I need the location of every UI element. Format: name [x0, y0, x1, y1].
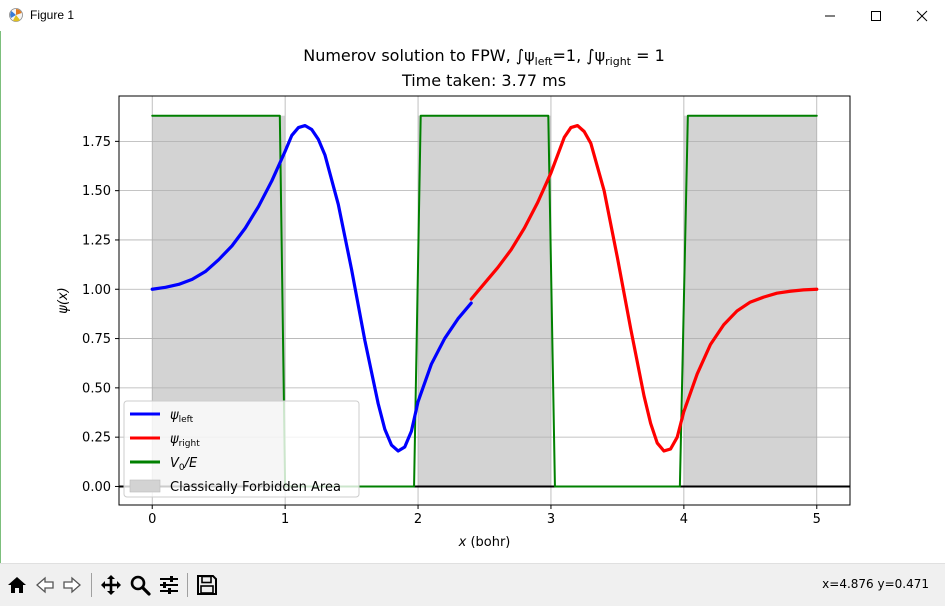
legend-label: ψleft	[170, 408, 194, 425]
maximize-icon	[871, 10, 881, 21]
move-icon	[101, 575, 121, 595]
legend-entry: Classically Forbidden Area	[129, 479, 341, 495]
y-tick-labels: 0.00 0.25 0.50 0.75 1.00 1.25 1.50 1.75	[82, 135, 111, 495]
legend-entry: V0/E	[130, 456, 198, 473]
zoom-icon	[130, 575, 151, 596]
y-tick-label: 0.25	[82, 431, 111, 446]
minimize-icon	[825, 15, 835, 16]
window-titlebar: Figure 1	[0, 0, 945, 31]
close-icon	[916, 10, 928, 21]
forward-arrow-icon	[63, 576, 81, 594]
legend-swatch	[129, 479, 161, 493]
minimize-button[interactable]	[807, 0, 853, 31]
y-tick-label: 1.50	[82, 184, 111, 199]
x-tick-labels: 0 1 2 3 4 5	[148, 512, 821, 527]
v0-over-e-line	[151, 114, 818, 488]
x-tick-label: 2	[414, 512, 422, 527]
x-tick-label: 3	[547, 512, 555, 527]
y-tick-label: 0.50	[82, 381, 111, 396]
close-button[interactable]	[899, 0, 945, 31]
legend-label: ψright	[170, 432, 200, 449]
zoom-button[interactable]	[126, 571, 154, 599]
save-button[interactable]	[193, 571, 221, 599]
sliders-icon	[160, 576, 178, 594]
legend-entry: ψright	[130, 432, 200, 449]
pan-button[interactable]	[97, 571, 125, 599]
y-tick-label: 1.75	[82, 135, 111, 150]
forbidden-region	[418, 115, 551, 487]
axes-frame	[115, 95, 851, 509]
legend-label: Classically Forbidden Area	[170, 480, 341, 495]
back-button[interactable]	[31, 571, 59, 599]
save-icon	[197, 575, 217, 595]
matplotlib-figure-icon	[9, 8, 23, 22]
chart-title-line2: Time taken: 3.77 ms	[401, 71, 566, 90]
home-icon	[8, 577, 26, 593]
chart-title-line1: Numerov solution to FPW, ∫ψleft=1, ∫ψrig…	[303, 46, 665, 68]
x-tick-label: 4	[680, 512, 688, 527]
psi-left-line	[150, 123, 473, 453]
toolbar-separator	[91, 573, 92, 597]
x-tick-label: 0	[148, 512, 156, 527]
legend-entry: ψleft	[130, 408, 194, 425]
toolbar-separator	[187, 573, 188, 597]
legend-box	[123, 400, 360, 498]
legend: ψleft ψright V0/E Classically Forbidden Are…	[123, 400, 360, 498]
figure-canvas[interactable]: Numerov solution to FPW, ∫ψleft=1, ∫ψrig…	[0, 31, 945, 563]
chart-title: Numerov solution to FPW, ∫ψleft=1, ∫ψrig…	[303, 46, 665, 90]
axes-border	[118, 95, 851, 506]
psi-right-line	[469, 123, 819, 453]
window-title: Figure 1	[30, 8, 75, 22]
maximize-button[interactable]	[853, 0, 899, 31]
y-tick-label: 0.00	[82, 480, 111, 495]
x-axis-label: x (bohr)	[458, 535, 511, 550]
y-tick-label: 0.75	[82, 332, 111, 347]
back-arrow-icon	[36, 576, 54, 594]
data-series	[150, 114, 819, 488]
configure-subplots-button[interactable]	[155, 571, 183, 599]
forward-button[interactable]	[58, 571, 86, 599]
y-tick-label: 1.25	[82, 233, 111, 248]
x-tick-label: 1	[281, 512, 289, 527]
y-axis-label: ψ(x)	[56, 287, 71, 313]
legend-label: V0/E	[170, 456, 198, 473]
navigation-toolbar: x=4.876 y=0.471	[0, 563, 945, 606]
home-button[interactable]	[3, 571, 31, 599]
y-tick-label: 1.00	[82, 283, 111, 298]
cursor-coordinates: x=4.876 y=0.471	[822, 577, 929, 591]
window-border	[0, 31, 1, 563]
x-tick-label: 5	[813, 512, 821, 527]
